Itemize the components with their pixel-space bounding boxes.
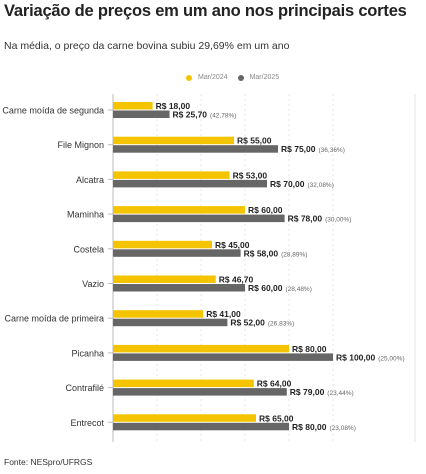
bar-mar2025 xyxy=(113,284,245,292)
data-label-mar2024: R$ 80,00 xyxy=(292,344,327,354)
category-label: Picanha xyxy=(71,348,104,358)
chart-legend: Mar/2024 Mar/2025 xyxy=(186,74,289,81)
data-label-mar2024: R$ 53,00 xyxy=(233,170,268,180)
data-label-mar2024: R$ 60,00 xyxy=(248,205,283,215)
legend-swatch-mar2025 xyxy=(237,74,244,81)
bar-mar2024 xyxy=(113,275,216,283)
data-label-mar2025: R$ 78,00 (30,00%) xyxy=(288,214,352,224)
data-label-mar2025: R$ 75,00 (36,36%) xyxy=(281,144,345,154)
pct-change-label: (23,08%) xyxy=(330,425,356,432)
category-label: Contrafilé xyxy=(65,383,104,393)
bar-mar2025 xyxy=(113,249,241,257)
bar-mar2025 xyxy=(113,422,289,431)
bar-mar2024 xyxy=(113,379,254,388)
category-label: Carne moída de segunda xyxy=(2,106,104,116)
data-label-mar2025: R$ 100,00 (25,00%) xyxy=(336,352,405,362)
data-label-mar2025: R$ 25,70 (42,78%) xyxy=(173,110,237,120)
category-label: Carne moída de primeira xyxy=(4,314,104,324)
pct-change-label: (36,36%) xyxy=(319,147,345,154)
legend-label-mar2025: Mar/2025 xyxy=(249,74,280,81)
source-note: Fonte: NESpro/UFRGS xyxy=(4,457,93,467)
data-label-mar2025: R$ 79,00 (23,44%) xyxy=(290,387,354,397)
pct-change-label: (32,08%) xyxy=(308,182,334,189)
chart-subtitle: Na média, o preço da carne bovina subiu … xyxy=(4,40,290,52)
pct-change-label: (42,78%) xyxy=(210,113,236,120)
data-label-mar2024: R$ 64,00 xyxy=(257,379,292,389)
bar-mar2024 xyxy=(113,240,212,249)
bar-mar2025 xyxy=(113,388,287,396)
pct-change-label: (26,83%) xyxy=(268,321,294,328)
data-label-mar2024: R$ 55,00 xyxy=(237,136,272,146)
data-label-mar2025: R$ 60,00 (28,48%) xyxy=(248,283,312,293)
data-label-mar2025: R$ 58,00 (28,89%) xyxy=(244,248,308,258)
data-label-mar2024: R$ 41,00 xyxy=(206,309,241,319)
bar-mar2025 xyxy=(113,353,333,361)
legend-label-mar2024: Mar/2024 xyxy=(198,74,228,81)
legend-swatch-mar2024 xyxy=(186,74,192,81)
bar-mar2025 xyxy=(113,145,278,153)
bar-mar2025 xyxy=(113,214,285,223)
bar-mar2024 xyxy=(113,206,245,214)
bar-mar2025 xyxy=(113,318,228,327)
category-label: Maminha xyxy=(67,210,104,220)
data-label-mar2025: R$ 52,00 (26,83%) xyxy=(230,318,294,328)
bar-mar2024 xyxy=(113,344,289,353)
data-label-mar2024: R$ 45,00 xyxy=(215,240,250,250)
data-label-mar2024: R$ 18,00 xyxy=(156,101,191,111)
category-label: Alcatra xyxy=(76,175,104,185)
bar-mar2024 xyxy=(113,310,204,318)
bar-mar2025 xyxy=(113,179,267,188)
bar-mar2025 xyxy=(113,110,170,118)
data-label-mar2025: R$ 70,00 (32,08%) xyxy=(270,179,334,189)
pct-change-label: (25,00%) xyxy=(378,355,404,362)
pct-change-label: (30,00%) xyxy=(325,217,351,224)
data-label-mar2025: R$ 80,00 (23,08%) xyxy=(292,422,356,432)
legend-item-mar2024: Mar/2024 xyxy=(186,74,228,81)
bar-mar2024 xyxy=(113,414,256,422)
data-label-mar2024: R$ 46,70 xyxy=(219,275,254,285)
chart-title: Variação de preços em um ano nos princip… xyxy=(4,2,407,20)
bar-chart: Carne moída de segunda R$ 18,00R$ 25,70 (4… xyxy=(2,94,416,442)
data-label-mar2024: R$ 65,00 xyxy=(259,413,294,423)
category-label: Vazio xyxy=(82,279,104,289)
bar-mar2024 xyxy=(113,171,230,179)
category-label: Entrecot xyxy=(70,418,104,428)
pct-change-label: (28,89%) xyxy=(281,251,307,258)
bar-mar2024 xyxy=(113,136,234,145)
category-label: File Mignon xyxy=(57,140,104,150)
bar-mar2024 xyxy=(113,102,153,110)
legend-item-mar2025: Mar/2025 xyxy=(237,74,280,81)
category-label: Costela xyxy=(73,244,104,254)
pct-change-label: (23,44%) xyxy=(327,390,353,397)
pct-change-label: (28,48%) xyxy=(286,286,312,293)
